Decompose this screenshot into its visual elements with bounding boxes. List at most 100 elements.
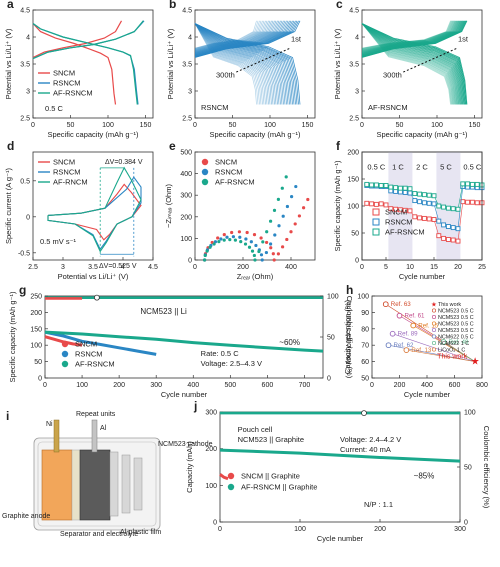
film-label: Al-plastic film xyxy=(120,529,161,536)
series-line xyxy=(32,20,144,60)
repeat-unit xyxy=(109,451,119,517)
cv-loop xyxy=(47,183,142,241)
rate-point xyxy=(369,201,375,207)
y-tick-label: 100 xyxy=(205,483,217,490)
cycle-line xyxy=(361,23,464,105)
x-tick-label: 0 xyxy=(360,122,364,129)
rate-point xyxy=(474,200,480,206)
x-tick-label: 150 xyxy=(302,122,314,129)
y-axis-label-right: Coulombic efficiency (%) xyxy=(482,426,491,509)
cycle-line xyxy=(361,23,454,105)
eis-point xyxy=(264,250,268,255)
cycle-line xyxy=(194,23,283,105)
repeat-unit xyxy=(121,454,131,514)
cycle-line xyxy=(361,23,456,105)
y-tick-label-right: 50 xyxy=(464,465,472,472)
cycle-line xyxy=(361,20,453,50)
eis-point xyxy=(231,235,235,239)
x-tick-label: 150 xyxy=(140,122,152,129)
x-tick-label: 300 xyxy=(454,526,466,533)
x-tick-label: 5 xyxy=(384,264,388,271)
rate-point xyxy=(426,200,432,206)
y-tick-label: 3 xyxy=(26,89,30,96)
rate-point xyxy=(412,191,418,197)
y-tick-label: 100 xyxy=(180,236,192,243)
y-tick-label: 3.5 xyxy=(182,62,192,69)
panel-letter: d xyxy=(7,139,14,153)
eis-point xyxy=(269,246,273,250)
eis-point xyxy=(276,197,280,201)
series-line xyxy=(32,23,138,105)
panel-f: f 0 5 10 15 20 25 0 50 100 150 200 Cycle number Speci… xyxy=(333,139,486,281)
cycle-line xyxy=(194,20,262,50)
rate-point xyxy=(465,199,471,205)
panel-i: i Ni Al Repeat units NCM523 cathode Graphite … xyxy=(2,409,213,538)
ref-point xyxy=(382,301,389,308)
legend-label: AF-RNCM xyxy=(53,178,88,187)
x-tick-label: 15 xyxy=(430,264,438,271)
y-tick-label: 200 xyxy=(30,310,42,317)
legend-swatch xyxy=(61,360,69,368)
panel-letter: e xyxy=(169,139,176,153)
cathode-label: NCM523 cathode xyxy=(158,441,213,448)
rate-point xyxy=(393,206,399,212)
ref-point xyxy=(389,330,396,337)
y-tick-label: 0 xyxy=(38,376,42,383)
rate-point xyxy=(441,204,447,210)
x-tick-label: 0 xyxy=(218,526,222,533)
x-tick-label: 3.5 xyxy=(88,264,98,271)
eis-point xyxy=(289,230,293,234)
last-cycle-label: 300th xyxy=(216,71,235,80)
rate-point xyxy=(445,237,451,242)
cycle-line xyxy=(361,23,463,105)
y-tick-label: 200 xyxy=(347,150,359,157)
panel-letter: g xyxy=(19,283,26,297)
rate-point xyxy=(402,207,408,213)
this-work-label: This work xyxy=(437,354,467,361)
eis-point xyxy=(228,237,232,242)
x-tick-label: 300 xyxy=(150,382,162,389)
plot-frame xyxy=(361,151,483,261)
rate-point xyxy=(436,203,442,209)
rate-label: Rate: 0.5 C xyxy=(201,349,240,358)
y-tick-label: 2.5 xyxy=(182,116,192,123)
panel-letter: i xyxy=(6,409,9,423)
y-axis-label: Potential vs Li/Li⁺ (V) xyxy=(166,28,175,99)
rate-label: 2 C xyxy=(416,162,428,171)
y-tick-label: 0 xyxy=(355,258,359,265)
rate-point xyxy=(445,205,451,211)
eis-point xyxy=(243,242,248,246)
series-line xyxy=(32,23,117,105)
legend-swatch xyxy=(201,158,209,166)
legend-label: NCM622 1 C xyxy=(438,341,469,347)
cycle-line xyxy=(361,23,460,105)
y-tick-label: 400 xyxy=(180,171,192,178)
panel-letter: j xyxy=(193,399,197,413)
legend-swatch xyxy=(227,472,235,480)
eis-point xyxy=(237,230,241,234)
y-axis-label: −Zᵢₘₐ₉ (Ohm) xyxy=(164,184,173,228)
eis-point xyxy=(212,242,216,246)
y-tick-label: 0 xyxy=(188,258,192,265)
ref-link xyxy=(388,344,476,362)
eis-point xyxy=(254,243,258,248)
y-tick-label: 0 xyxy=(213,520,217,527)
eis-point xyxy=(244,237,248,241)
x-tick-label: 400 xyxy=(285,264,297,271)
cycle-line xyxy=(361,20,452,50)
cycle-line xyxy=(194,23,268,105)
x-tick-label: 600 xyxy=(449,382,461,389)
cycle-line xyxy=(361,23,461,105)
x-tick-label: 50 xyxy=(396,122,404,129)
eis-point xyxy=(247,245,252,249)
y-tick-label: 4.5 xyxy=(182,8,192,15)
cycle-line xyxy=(361,23,452,105)
y-tick-label: -0.5 xyxy=(18,250,30,257)
legend-swatch xyxy=(372,228,380,236)
rate-point xyxy=(436,233,442,239)
capacity-curve xyxy=(44,330,324,353)
cycle-line xyxy=(361,23,459,105)
eis-point xyxy=(203,253,207,258)
rate-label: 0.5 C xyxy=(463,162,482,171)
ref-point xyxy=(396,312,403,319)
